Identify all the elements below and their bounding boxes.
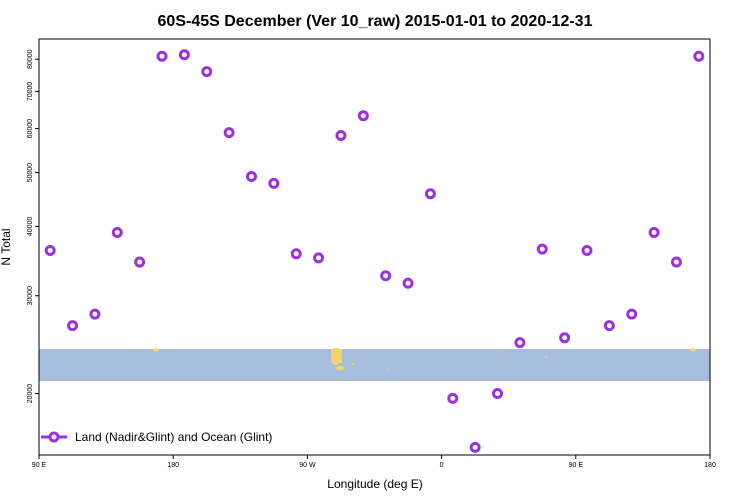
ocean-band — [39, 349, 710, 381]
y-tick-label: 80000 — [27, 49, 34, 69]
data-point — [492, 388, 504, 400]
y-tick-label: 60000 — [27, 119, 34, 139]
y-axis-ticks: 20000 30000 40000 50000 60000 70000 80000 — [27, 49, 39, 403]
data-point — [268, 177, 280, 189]
legend-marker — [48, 431, 60, 443]
x-tick-label: 180 — [704, 462, 716, 469]
data-point — [536, 243, 548, 255]
data-point — [335, 130, 347, 142]
chart-title: 60S-45S December (Ver 10_raw) 2015-01-01… — [158, 13, 593, 30]
data-point — [626, 308, 638, 320]
data-point — [603, 320, 615, 332]
legend-label: Land (Nadir&Glint) and Ocean (Glint) — [75, 430, 272, 444]
x-axis-label: Longitude (deg E) — [327, 477, 422, 491]
data-point — [223, 127, 235, 139]
data-point — [67, 320, 79, 332]
data-point — [670, 256, 682, 268]
plot-frame — [38, 38, 711, 456]
x-tick-label: 90 E — [569, 462, 584, 469]
data-point — [111, 226, 123, 238]
data-point — [447, 392, 459, 404]
data-point — [178, 49, 190, 61]
y-tick-label: 70000 — [27, 82, 34, 102]
data-point — [402, 277, 414, 289]
x-tick-label: 90 E — [32, 462, 47, 469]
y-tick-label: 40000 — [27, 217, 34, 237]
x-tick-label: 180 — [167, 462, 179, 469]
x-tick-label: 0 — [440, 462, 444, 469]
data-points — [44, 49, 705, 453]
data-point — [469, 441, 481, 453]
data-point — [201, 66, 213, 78]
data-point — [156, 50, 168, 62]
y-tick-label: 20000 — [27, 384, 34, 404]
legend: Land (Nadir&Glint) and Ocean (Glint) — [41, 430, 272, 444]
data-point — [693, 50, 705, 62]
x-axis-ticks: 90 E 180 90 W 0 90 E 180 — [32, 455, 716, 469]
land-islands — [153, 348, 696, 371]
map-band — [39, 348, 710, 381]
data-point — [581, 244, 593, 256]
y-tick-label: 30000 — [27, 286, 34, 306]
data-point — [313, 252, 325, 264]
data-point — [290, 248, 302, 260]
data-point — [424, 188, 436, 200]
data-point — [357, 110, 369, 122]
data-point — [648, 226, 660, 238]
data-point — [514, 337, 526, 349]
data-point — [245, 170, 257, 182]
y-axis-label: N Total — [0, 228, 13, 265]
y-tick-label: 50000 — [27, 163, 34, 183]
data-point — [380, 270, 392, 282]
data-point — [134, 256, 146, 268]
data-point — [44, 244, 56, 256]
data-point — [559, 332, 571, 344]
land-south-america — [331, 348, 355, 370]
data-point — [89, 308, 101, 320]
x-tick-label: 90 W — [299, 462, 316, 469]
